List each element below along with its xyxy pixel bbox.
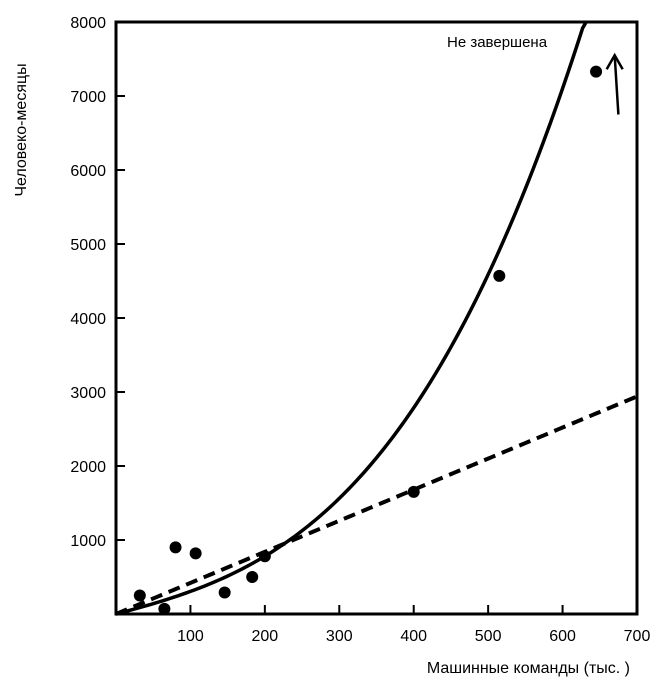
arrow-shaft	[613, 55, 620, 115]
cubic-curve	[115, 21, 588, 616]
data-points	[133, 65, 603, 615]
data-point-3	[189, 547, 202, 560]
x-axis-ticks: 100 200 300 400 500 600 700	[177, 605, 650, 645]
y-tick-label-0: 1000	[70, 533, 106, 550]
y-tick-label-4: 5000	[70, 237, 106, 254]
x-tick-label-5: 600	[549, 628, 576, 645]
x-axis-title: Машинные команды (тыс. )	[427, 660, 630, 677]
x-tick-label-6: 700	[624, 628, 651, 645]
arrow-head	[605, 52, 624, 70]
y-tick-label-2: 3000	[70, 385, 106, 402]
arrow-icon	[605, 52, 624, 115]
plot-frame	[114, 20, 639, 616]
x-tick-label-0: 100	[177, 628, 204, 645]
y-tick-label-7: 8000	[70, 15, 106, 32]
data-point-7	[407, 485, 420, 498]
data-point-1	[158, 602, 171, 615]
y-tick-label-3: 4000	[70, 311, 106, 328]
y-axis-title: Человеко-месяцы	[13, 63, 30, 196]
data-point-2	[169, 541, 182, 554]
y-tick-label-1: 2000	[70, 459, 106, 476]
x-tick-label-1: 200	[252, 628, 279, 645]
x-tick-label-3: 400	[400, 628, 427, 645]
y-tick-label-5: 6000	[70, 163, 106, 180]
data-point-9	[590, 65, 603, 78]
data-point-4	[218, 586, 231, 599]
y-axis-ticks: 1000 2000 3000 4000 5000 6000 7000 8000	[70, 15, 125, 550]
y-tick-label-6: 7000	[70, 89, 106, 106]
x-tick-label-4: 500	[475, 628, 502, 645]
x-tick-label-2: 300	[326, 628, 353, 645]
data-point-0	[133, 589, 146, 602]
data-point-8	[493, 269, 506, 282]
data-point-6	[258, 550, 271, 563]
data-point-5	[246, 571, 259, 583]
annotation-text: Не завершена	[447, 34, 548, 51]
linear-trend-line	[115, 394, 638, 616]
